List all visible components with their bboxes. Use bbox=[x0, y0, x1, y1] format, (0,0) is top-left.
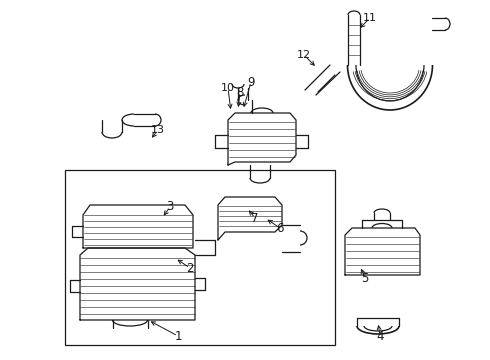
Text: 3: 3 bbox=[166, 201, 173, 213]
Text: 7: 7 bbox=[251, 211, 259, 225]
Text: 2: 2 bbox=[186, 261, 194, 274]
Text: 12: 12 bbox=[297, 50, 311, 60]
Text: 4: 4 bbox=[376, 329, 384, 342]
Bar bbox=[65, 170, 335, 345]
Text: 6: 6 bbox=[276, 221, 284, 234]
Text: 13: 13 bbox=[151, 125, 165, 135]
Text: 5: 5 bbox=[361, 271, 368, 284]
Text: 8: 8 bbox=[236, 85, 244, 99]
Text: 11: 11 bbox=[363, 13, 377, 23]
Text: 1: 1 bbox=[174, 329, 182, 342]
Text: 10: 10 bbox=[221, 83, 235, 93]
Text: 9: 9 bbox=[247, 76, 255, 89]
